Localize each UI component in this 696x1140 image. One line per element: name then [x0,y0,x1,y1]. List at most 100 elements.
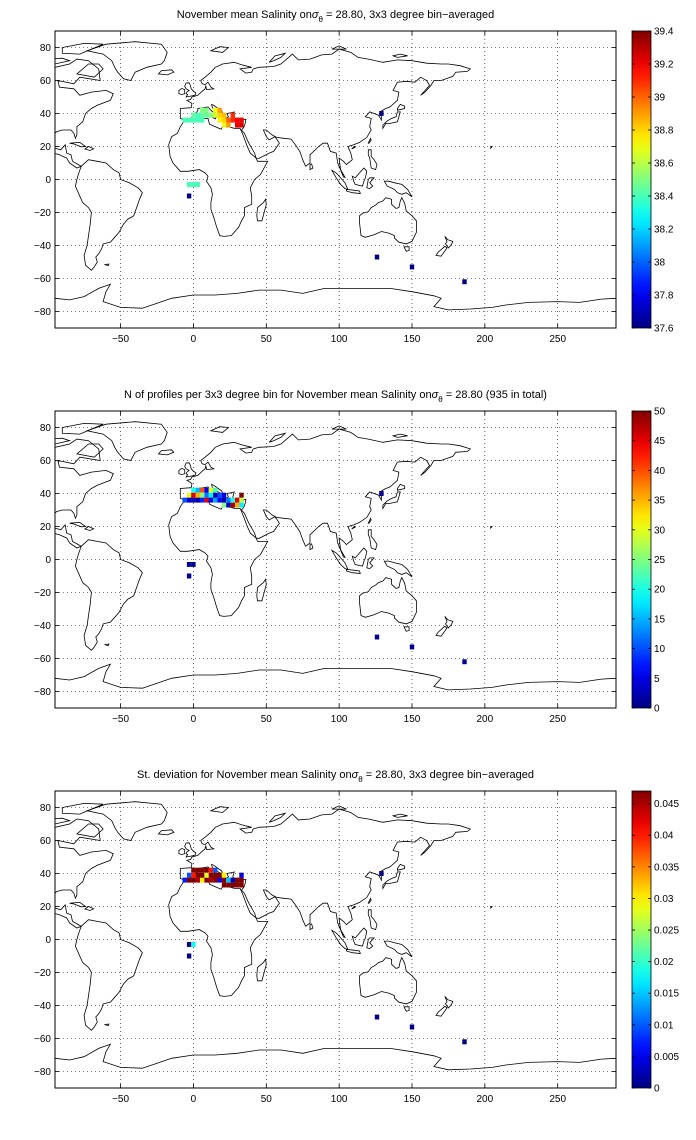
bin-cell [204,107,209,113]
bin-cell [213,497,218,503]
bin-cell [182,877,187,883]
land-outline [367,529,378,551]
land-outline [391,53,408,58]
bin-cell [239,122,244,128]
colorbar-tick-label: 15 [654,614,666,625]
y-tick-label: 20 [40,142,52,153]
bin-cell [195,487,200,493]
colorbar: 0 5 10 15 20 25 30 35 40 45 50 [631,407,666,715]
land-outline [23,437,42,444]
bin-cell [239,882,244,888]
x-tick-label: 100 [331,1094,348,1105]
land-outline [83,146,95,151]
land-outline [76,443,104,458]
x-tick-label: 50 [261,334,273,345]
colorbar-tick-label: 0.04 [654,831,674,842]
x-tick-label: 100 [331,334,348,345]
land-outline [403,626,410,632]
bin-cell [235,122,240,128]
land-outline [256,198,267,222]
land-outline [256,578,267,602]
bin-cell [230,877,235,883]
y-tick-label: −20 [34,208,51,219]
bin-cell [213,877,218,883]
y-tick-label: 80 [40,43,52,54]
y-tick-label: −40 [34,621,51,632]
land-outline [351,927,368,947]
colorbar-tick-label: 10 [654,644,666,655]
bin-cell [200,872,205,878]
y-tick-label: 60 [40,836,52,847]
land-outline [444,996,454,1009]
bin-cell [379,871,384,876]
title-text: November mean Salinity on [177,9,312,21]
bin-cell [208,497,214,503]
y-tick-label: 40 [40,869,52,880]
title-text-tail: = 28.80 (935 in total) [443,389,547,401]
bin-cell [195,497,200,503]
bin-cell [409,1024,415,1030]
land-outline [83,526,95,531]
bin-cell [374,1014,380,1020]
colorbar-tick-label: 0.015 [654,989,679,1000]
land-outline [61,802,104,815]
bin-cell [182,497,187,503]
colorbar-tick-label: 0 [654,1084,660,1095]
land-outline [74,539,143,651]
panel-title: November mean Salinity onσθ = 28.80, 3x3… [177,9,494,24]
colorbar: 0 0.005 0.01 0.015 0.02 0.025 0.03 0.035 0.04 0.0… [631,790,679,1095]
land-outline [23,817,42,824]
bin-cell [195,492,200,498]
land-outline [184,842,197,858]
panel-title: St. deviation for November mean Salinity… [137,769,534,784]
land-outline [55,663,616,708]
x-tick-label: −50 [112,334,129,345]
land-outline [403,1006,410,1012]
land-outline [209,426,230,433]
land-outline [382,871,401,890]
bin-cell [195,877,200,883]
colorbar-tick-label: 38 [654,258,666,269]
land-outline [444,236,454,249]
y-tick-label: −80 [34,307,51,318]
y-tick-label: 80 [40,803,52,814]
land-outline [367,909,378,931]
bin-cell [221,882,227,888]
land-outline [23,57,42,64]
land-outline [366,937,375,950]
land-outline [309,543,314,551]
bin-cell [239,872,244,878]
land-outline [268,812,287,823]
y-tick-label: 20 [40,902,52,913]
bin-cell [191,562,196,567]
bin-cell [217,497,222,503]
land-outline [309,923,314,931]
bin-cell [213,492,218,498]
data-bins [182,107,467,285]
x-tick-label: 0 [191,334,197,345]
bin-cell [186,953,192,959]
land-outline [435,245,448,257]
colorbar-tick-label: 0.005 [654,1052,679,1063]
land-outline [397,103,406,111]
land-outline [444,616,454,629]
bin-cell [186,562,192,567]
grid-lines [55,411,616,708]
title-text-tail: = 28.80, 3x3 degree bin−averaged [363,769,534,781]
land-outline [178,847,186,855]
y-tick-label: −60 [34,654,51,665]
bin-cell [208,492,214,498]
bin-cell [195,872,200,878]
land-outline [383,940,413,958]
bin-cell [191,872,196,878]
bin-cell [374,254,380,260]
land-outline [178,87,186,95]
y-tick-label: 40 [40,489,52,500]
bin-cell [221,492,227,498]
x-tick-label: 150 [404,714,421,725]
y-tick-label: −60 [34,274,51,285]
bin-cell [230,502,235,508]
bin-cell [208,112,214,118]
land-outline [168,878,269,997]
x-tick-label: 250 [549,334,566,345]
